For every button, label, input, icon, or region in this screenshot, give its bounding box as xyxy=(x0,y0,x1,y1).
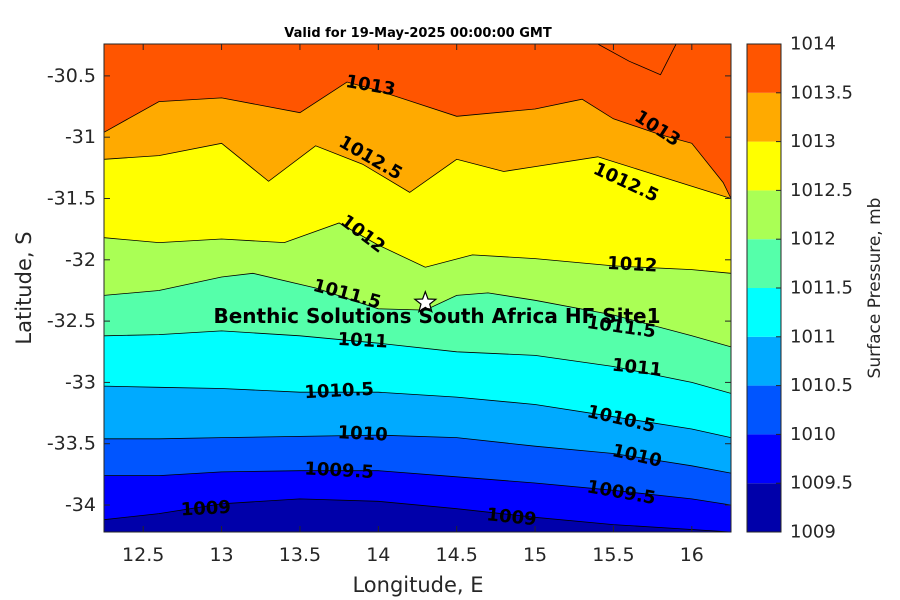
contour-label: 1011 xyxy=(611,355,663,381)
y-tick-label: -32 xyxy=(65,249,96,271)
contour-label: 1009 xyxy=(486,504,538,530)
contour-label: 1010 xyxy=(337,422,388,446)
contour-label: 1009.5 xyxy=(304,458,374,483)
chart-title: Valid for 19-May-2025 00:00:00 GMT xyxy=(284,26,552,41)
plot-area xyxy=(104,44,731,532)
contour-label: 1009 xyxy=(180,497,231,521)
x-axis-label: Longitude, E xyxy=(352,573,483,597)
x-tick-label: 13.5 xyxy=(279,544,321,566)
isobar-1011.5 xyxy=(104,272,731,348)
x-tick-label: 14 xyxy=(366,544,390,566)
isobar-1009.5 xyxy=(104,470,731,506)
y-tick-label: -33.5 xyxy=(47,433,96,455)
colorbar-swatch xyxy=(747,385,781,435)
y-tick-label: -31 xyxy=(65,126,96,148)
colorbar-tick-label: 1011 xyxy=(790,326,836,347)
colorbar-tick-label: 1012 xyxy=(790,229,836,250)
site-marker: Benthic Solutions South Africa HF Site1 xyxy=(213,289,661,328)
colorbar-tick-label: 1013 xyxy=(790,131,836,152)
isobar-1010 xyxy=(104,434,731,474)
x-tick-label: 15 xyxy=(523,544,547,566)
colorbar-swatch xyxy=(747,483,781,532)
colorbar-swatch xyxy=(747,434,781,484)
pressure-bands xyxy=(104,44,731,532)
contour-label: 1011 xyxy=(337,329,388,353)
colorbar-swatch xyxy=(747,239,781,288)
site-label: Benthic Solutions South Africa HF Site1 xyxy=(213,304,660,328)
isobar-lines xyxy=(104,44,731,532)
y-tick-label: -31.5 xyxy=(47,187,96,209)
band-above-1013.5 xyxy=(597,44,677,75)
colorbar-swatch xyxy=(747,141,781,191)
x-tick-label: 15.5 xyxy=(592,544,634,566)
contour-label: 1010.5 xyxy=(304,379,374,404)
colorbar-tick-label: 1010 xyxy=(790,424,836,445)
isobar-1009 xyxy=(104,498,731,532)
colorbar-tick-label: 1009.5 xyxy=(790,473,853,494)
colorbar: 1009 1009.5 1010 1010.5 1011 1011.5 1012 1012.5… xyxy=(746,34,853,543)
isobar-1013 xyxy=(104,81,731,199)
isobar-1011 xyxy=(104,330,731,394)
colorbar-tick-label: 1014 xyxy=(790,34,836,55)
colorbar-tick-label: 1012.5 xyxy=(790,180,853,201)
x-axis-ticks: 12.5 13 13.5 14 14.5 15 15.5 16 xyxy=(122,44,704,566)
isobar-1012 xyxy=(104,222,731,274)
contour-label: 1012 xyxy=(607,253,658,277)
colorbar-tick-label: 1009 xyxy=(790,522,836,543)
colorbar-tick-label: 1013.5 xyxy=(790,82,853,103)
colorbar-label: Surface Pressure, mb xyxy=(865,198,885,379)
x-tick-label: 12.5 xyxy=(122,544,164,566)
colorbar-swatch xyxy=(747,190,781,240)
colorbar-swatch xyxy=(747,288,781,337)
isobar-1013.5 xyxy=(597,44,677,76)
x-tick-label: 13 xyxy=(209,544,233,566)
colorbar-swatch xyxy=(747,92,781,142)
y-axis-ticks: -30.5 -31 -31.5 -32 -32.5 -33 -33.5 -34 xyxy=(47,65,731,516)
x-tick-label: 16 xyxy=(680,544,704,566)
colorbar-swatch xyxy=(747,336,781,386)
x-tick-label: 14.5 xyxy=(436,544,478,566)
plot-frame xyxy=(103,43,732,533)
y-axis-label: Latitude, S xyxy=(12,231,36,344)
y-tick-label: -30.5 xyxy=(47,65,96,87)
y-tick-label: -33 xyxy=(65,371,96,393)
isobar-1012.5 xyxy=(104,142,731,199)
y-tick-label: -34 xyxy=(65,494,96,516)
site-star-icon xyxy=(413,289,438,314)
colorbar-swatch xyxy=(747,44,781,93)
colorbar-tick-label: 1011.5 xyxy=(790,278,853,299)
isobar-1010.5 xyxy=(104,385,731,438)
colorbar-tick-label: 1010.5 xyxy=(790,375,853,396)
band-above-1013 xyxy=(104,44,731,199)
y-tick-label: -32.5 xyxy=(47,310,96,332)
